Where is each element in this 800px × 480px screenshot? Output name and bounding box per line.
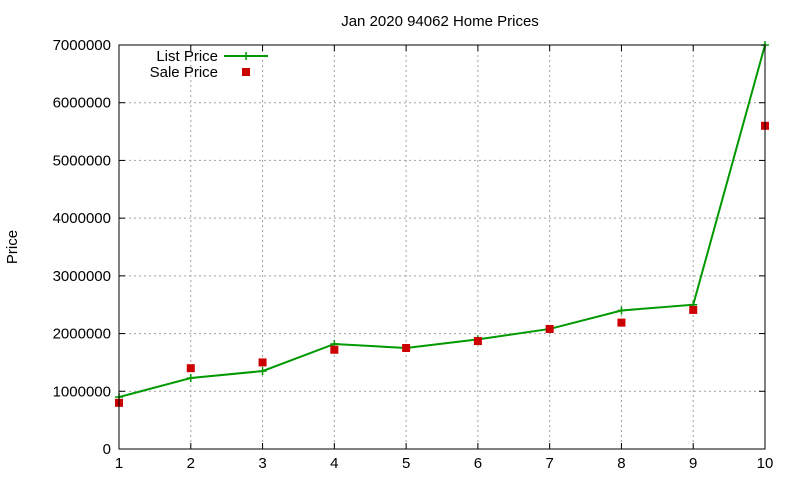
legend-entry-list-price: List Price [156, 48, 268, 65]
y-tick-label: 4000000 [53, 210, 111, 227]
legend-label: List Price [156, 48, 218, 65]
x-tick-label: 9 [689, 455, 697, 472]
x-tick-label: 10 [757, 455, 774, 472]
list-price-point [186, 374, 195, 383]
x-tick-label: 1 [115, 455, 123, 472]
legend-entry-sale-price: Sale Price [150, 64, 250, 81]
x-tick-label: 6 [474, 455, 482, 472]
series-list-price [115, 41, 769, 402]
y-tick-label: 3000000 [53, 268, 111, 285]
y-tick-label: 7000000 [53, 37, 111, 54]
sale-price-point [258, 358, 267, 367]
plot-series [115, 41, 769, 407]
sale-price-point [330, 345, 339, 354]
sale-price-point [186, 364, 195, 373]
y-tick-label: 0 [103, 441, 111, 458]
sale-price-point [617, 318, 626, 327]
y-axis-label: Price [4, 230, 21, 264]
axis-ticks: 1 2 3 4 5 6 7 8 9 10 0 1000000 2000000 3000000 4000000… [53, 37, 774, 472]
x-tick-label: 8 [617, 455, 625, 472]
y-tick-label: 6000000 [53, 95, 111, 112]
x-tick-label: 3 [258, 455, 266, 472]
sale-price-point [402, 344, 411, 352]
grid-lines [119, 45, 765, 449]
list-price-line [118, 44, 766, 399]
sale-price-point [689, 305, 698, 314]
x-tick-label: 4 [330, 455, 338, 472]
legend-label: Sale Price [150, 64, 218, 81]
list-price-point [258, 367, 267, 376]
x-tick-label: 2 [187, 455, 195, 472]
y-tick-label: 2000000 [53, 326, 111, 343]
list-price-point [617, 306, 626, 315]
y-tick-label: 1000000 [53, 383, 111, 400]
series-sale-price [115, 121, 769, 407]
chart-title: Jan 2020 94062 Home Prices [341, 13, 539, 30]
x-tick-label: 5 [402, 455, 410, 472]
sale-price-point [545, 324, 554, 333]
legend-swatch-marker [242, 52, 250, 60]
sale-price-point [473, 337, 482, 346]
y-tick-label: 5000000 [53, 152, 111, 169]
plot-frame [118, 44, 766, 450]
x-tick-label: 7 [545, 455, 553, 472]
legend-swatch-marker [242, 68, 250, 76]
